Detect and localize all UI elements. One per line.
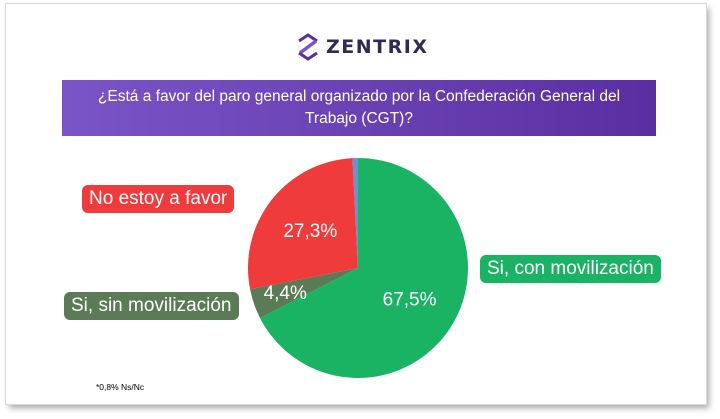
slice-con-movilizacion	[259, 158, 468, 378]
question-text: ¿Está a favor del paro general organizad…	[97, 88, 621, 127]
pct-no-a-favor: 27,3%	[283, 221, 337, 242]
question-banner: ¿Está a favor del paro general organizad…	[62, 80, 656, 136]
brand-name: ZENTRIX	[326, 36, 429, 58]
pct-con-movilizacion: 67,5%	[383, 290, 437, 311]
footnote: *0,8% Ns/Nc	[96, 382, 145, 392]
label-sin-movilizacion: Si, sin movilización	[64, 292, 239, 320]
slice-sin-movilizacion	[250, 268, 358, 318]
slice-ns-nc	[352, 158, 358, 268]
brand-header: ZENTRIX	[296, 30, 428, 64]
pct-sin-movilizacion: 4,4%	[264, 283, 307, 304]
slice-no-a-favor	[248, 158, 358, 290]
label-no-a-favor: No estoy a favor	[82, 185, 235, 213]
zentrix-logo-icon	[298, 33, 318, 61]
label-con-movilizacion: Si, con movilización	[480, 255, 661, 283]
